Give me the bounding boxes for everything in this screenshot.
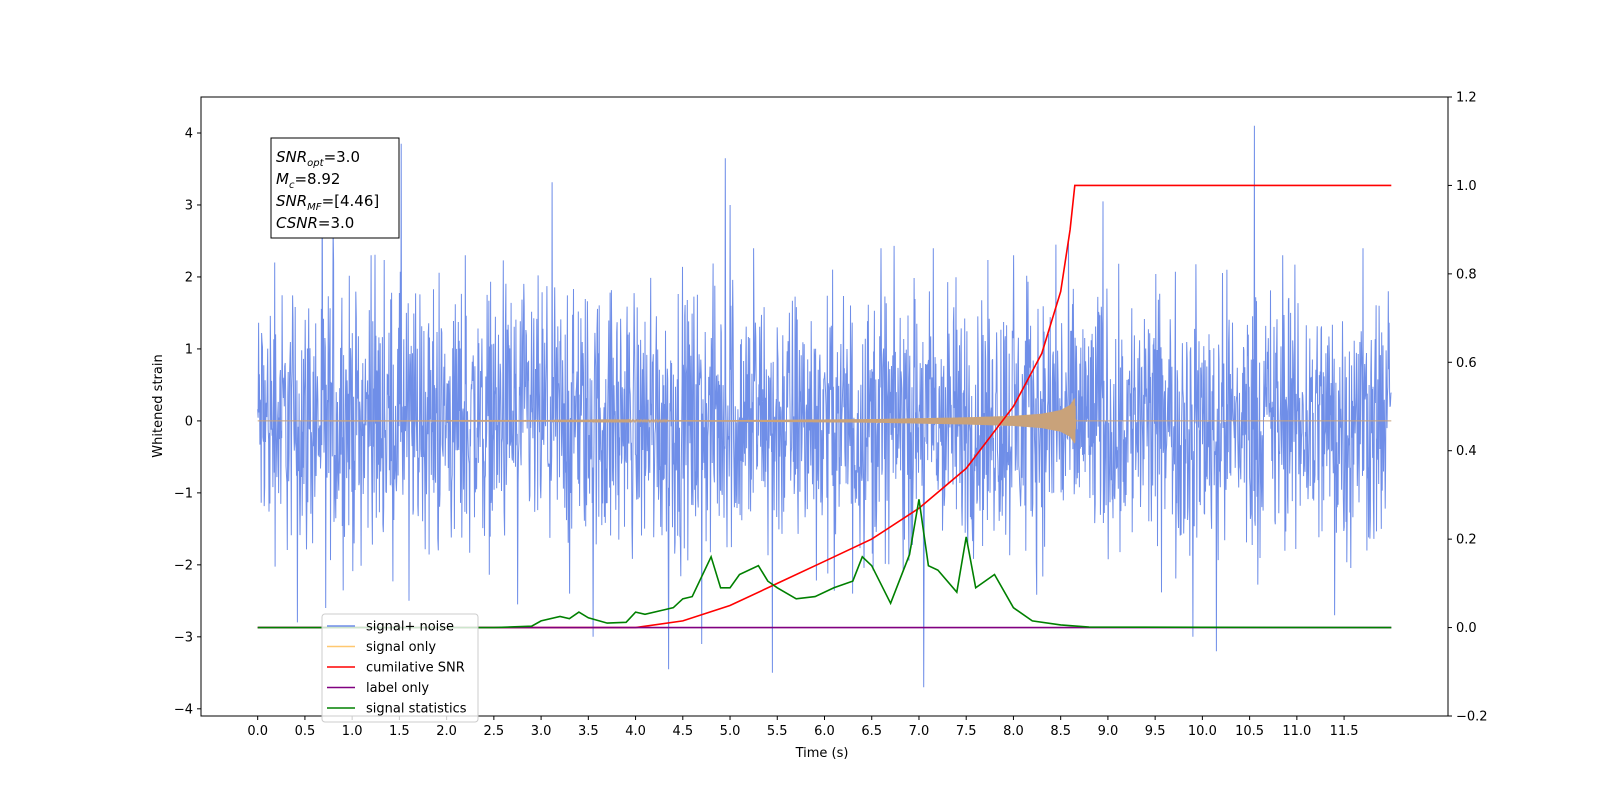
x-tick-label: 10.0 bbox=[1188, 724, 1217, 739]
x-tick-label: 7.0 bbox=[909, 724, 930, 739]
x-tick-label: 3.5 bbox=[578, 724, 599, 739]
x-tick-label: 0.0 bbox=[247, 724, 268, 739]
y-tick-label: 2 bbox=[185, 270, 193, 285]
y2-tick-label: 0.6 bbox=[1456, 356, 1477, 371]
y2-tick-label: 0.4 bbox=[1456, 444, 1477, 459]
x-tick-label: 6.5 bbox=[861, 724, 882, 739]
x-tick-label: 4.5 bbox=[672, 724, 693, 739]
series-line-cumulative-snr bbox=[257, 184, 1392, 629]
y2-tick-label: 0.8 bbox=[1456, 267, 1477, 282]
y-tick-label: 3 bbox=[185, 198, 193, 213]
series-line-signal-noise bbox=[257, 125, 1392, 688]
y2-tick-label: −0.2 bbox=[1456, 710, 1488, 725]
x-tick-label: 8.5 bbox=[1050, 724, 1071, 739]
y-tick-label: 0 bbox=[185, 414, 193, 429]
x-tick-label: 11.5 bbox=[1330, 724, 1359, 739]
x-tick-label: 9.5 bbox=[1145, 724, 1166, 739]
x-tick-label: 2.5 bbox=[484, 724, 505, 739]
info-line: SNRMF=[4.46] bbox=[276, 192, 379, 213]
legend-label: signal+ noise bbox=[366, 620, 454, 635]
info-box-frame bbox=[270, 137, 400, 239]
y-tick-label: 1 bbox=[185, 342, 193, 357]
legend-label: signal statistics bbox=[366, 702, 467, 717]
y-tick-label: −3 bbox=[174, 630, 193, 645]
x-tick-label: 2.0 bbox=[436, 724, 457, 739]
y-tick-label: −4 bbox=[174, 702, 193, 717]
x-tick-label: 4.0 bbox=[625, 724, 646, 739]
axes-layer: 0.0 0.5 1.0 1.5 2.0 2.5 3.0 3.5 4.0 4.5 5.0 5.5 6.0 6… bbox=[174, 91, 1488, 740]
legend: signal+ noise signal only cumilative SNR la… bbox=[321, 613, 479, 723]
info-line: CSNR=3.0 bbox=[276, 214, 354, 232]
x-tick-label: 5.5 bbox=[767, 724, 788, 739]
y2-tick-label: 0.2 bbox=[1456, 533, 1477, 548]
legend-label: label only bbox=[366, 681, 429, 696]
x-tick-label: 5.0 bbox=[720, 724, 741, 739]
x-tick-label: 1.0 bbox=[342, 724, 363, 739]
y-tick-label: 4 bbox=[185, 126, 193, 141]
series-line-signal-statistics bbox=[257, 499, 1392, 629]
x-tick-label: 9.0 bbox=[1098, 724, 1119, 739]
legend-label: cumilative SNR bbox=[366, 661, 465, 676]
x-tick-label: 0.5 bbox=[295, 724, 316, 739]
x-tick-label: 11.0 bbox=[1282, 724, 1311, 739]
info-line: Mc=8.92 bbox=[276, 170, 340, 191]
x-axis-label: Time (s) bbox=[795, 746, 849, 761]
y2-tick-label: 1.2 bbox=[1456, 91, 1477, 106]
y2-tick-label: 1.0 bbox=[1456, 179, 1477, 194]
x-tick-label: 1.5 bbox=[389, 724, 410, 739]
legend-frame bbox=[321, 613, 479, 723]
y-axis-label: Whitened strain bbox=[151, 354, 166, 457]
x-tick-label: 10.5 bbox=[1235, 724, 1264, 739]
x-tick-label: 3.0 bbox=[531, 724, 552, 739]
info-line: SNRopt=3.0 bbox=[276, 148, 360, 169]
series-line-signal-only bbox=[257, 398, 1392, 444]
x-tick-label: 6.0 bbox=[814, 724, 835, 739]
x-tick-label: 8.0 bbox=[1003, 724, 1024, 739]
y2-tick-label: 0.0 bbox=[1456, 621, 1477, 636]
legend-label: signal only bbox=[366, 640, 436, 655]
y-tick-label: −1 bbox=[174, 486, 193, 501]
y-tick-label: −2 bbox=[174, 558, 193, 573]
x-tick-label: 7.5 bbox=[956, 724, 977, 739]
